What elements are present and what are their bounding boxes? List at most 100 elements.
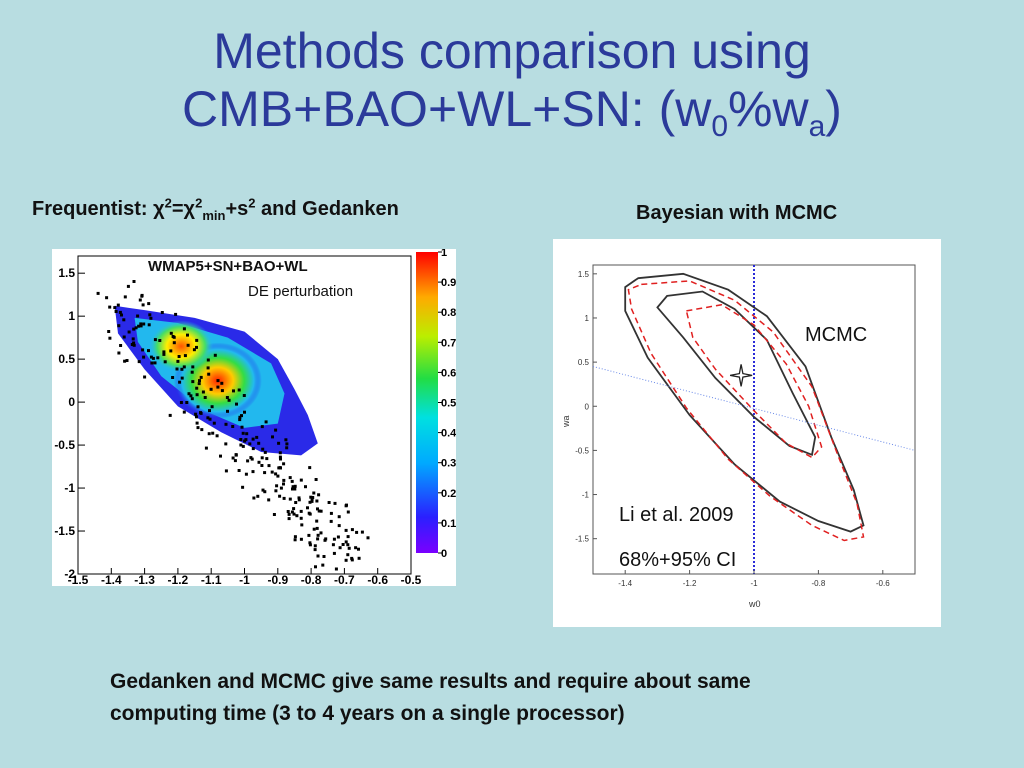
scatter-point — [300, 523, 304, 527]
scatter-point — [336, 535, 340, 539]
scatter-point — [216, 379, 220, 383]
scatter-point — [357, 547, 360, 551]
scatter-point — [131, 343, 135, 346]
scatter-point — [329, 511, 333, 515]
scatter-point — [136, 314, 140, 318]
fl-sb2: min — [202, 208, 226, 223]
y-tick-label: -0.5 — [54, 438, 75, 452]
scatter-point — [168, 413, 172, 417]
scatter-point — [149, 316, 153, 320]
scatter-point — [231, 456, 235, 460]
y-tick-label: 1 — [585, 314, 590, 323]
scatter-point — [355, 530, 359, 534]
scatter-point — [139, 322, 143, 326]
scatter-point — [350, 558, 354, 562]
scatter-point — [232, 389, 235, 393]
scatter-point — [195, 345, 198, 349]
scatter-point — [316, 533, 320, 537]
conclusion-line-2: computing time (3 to 4 years on a single… — [110, 702, 625, 725]
scatter-point — [290, 510, 294, 514]
scatter-point — [272, 513, 276, 516]
x-tick-label: -0.8 — [812, 579, 826, 588]
x-axis-label: w0 — [748, 599, 761, 609]
fl-s2: 2 — [195, 195, 203, 211]
scatter-point — [304, 485, 307, 489]
scatter-point — [122, 318, 126, 322]
scatter-point — [316, 507, 319, 511]
scatter-point — [235, 402, 238, 406]
scatter-point — [334, 567, 338, 571]
scatter-point — [277, 441, 281, 445]
scatter-point — [307, 511, 311, 515]
scatter-point — [148, 313, 152, 317]
x-tick-label: -0.6 — [367, 573, 388, 586]
scatter-point — [315, 519, 319, 523]
scatter-point — [220, 389, 224, 393]
scatter-point — [256, 494, 260, 498]
colorbar-tick-label: 0.6 — [441, 367, 456, 379]
scatter-point — [292, 512, 296, 516]
scatter-point — [177, 355, 181, 358]
contour-dashed — [627, 280, 865, 542]
title-sub-a: a — [808, 110, 826, 143]
scatter-point — [312, 527, 316, 531]
scatter-point — [147, 302, 151, 306]
scatter-point — [243, 410, 246, 414]
x-tick-label: -1 — [239, 573, 250, 586]
contour-solid — [624, 272, 865, 533]
scatter-point — [132, 280, 136, 283]
right-axes-box — [592, 264, 916, 575]
scatter-point — [208, 417, 212, 421]
scatter-point — [308, 543, 312, 547]
scatter-point — [251, 437, 255, 441]
scatter-point — [319, 531, 323, 535]
scatter-point — [294, 501, 298, 504]
scatter-point — [199, 411, 202, 415]
scatter-point — [293, 538, 297, 542]
y-tick-label: -1 — [64, 481, 75, 495]
scatter-point — [299, 478, 303, 482]
scatter-point — [183, 354, 187, 358]
scatter-point — [248, 442, 252, 446]
scatter-point — [288, 497, 292, 501]
scatter-point — [306, 506, 309, 510]
scatter-point — [137, 360, 141, 364]
scatter-point — [194, 412, 198, 416]
scatter-point — [186, 343, 190, 347]
scatter-point — [196, 426, 200, 430]
scatter-point — [287, 512, 291, 516]
scatter-point — [317, 509, 321, 513]
scatter-point — [337, 515, 341, 519]
x-tick-label: -0.5 — [401, 573, 422, 586]
y-axis-label: wa — [561, 415, 571, 428]
scatter-point — [123, 359, 127, 363]
best-fit-star-icon — [729, 364, 753, 387]
scatter-point — [344, 528, 348, 532]
scatter-point — [347, 546, 351, 550]
scatter-point — [279, 457, 282, 461]
scatter-points — [96, 280, 370, 571]
scatter-point — [190, 397, 194, 401]
scatter-point — [313, 544, 317, 548]
title-line-2-mid: %w — [728, 81, 809, 137]
scatter-point — [284, 438, 288, 442]
colorbar-gradient — [416, 252, 438, 553]
scatter-point — [150, 361, 154, 365]
scatter-point — [315, 499, 319, 503]
scatter-point — [244, 472, 248, 476]
scatter-point — [337, 524, 341, 528]
fl-p3: +s — [225, 198, 249, 220]
y-tick-label: -1 — [582, 491, 590, 500]
scatter-point — [308, 500, 312, 504]
scatter-point — [295, 514, 299, 518]
scatter-point — [293, 487, 297, 491]
scatter-point — [263, 450, 267, 454]
contour-solid — [656, 290, 817, 457]
scatter-point — [285, 442, 289, 446]
colorbar-tick-label: 0.1 — [441, 518, 456, 530]
scatter-point — [357, 556, 361, 560]
scatter-point — [257, 441, 261, 445]
scatter-point — [211, 431, 215, 435]
x-tick-label: -0.6 — [876, 579, 890, 588]
scatter-point — [179, 401, 183, 404]
